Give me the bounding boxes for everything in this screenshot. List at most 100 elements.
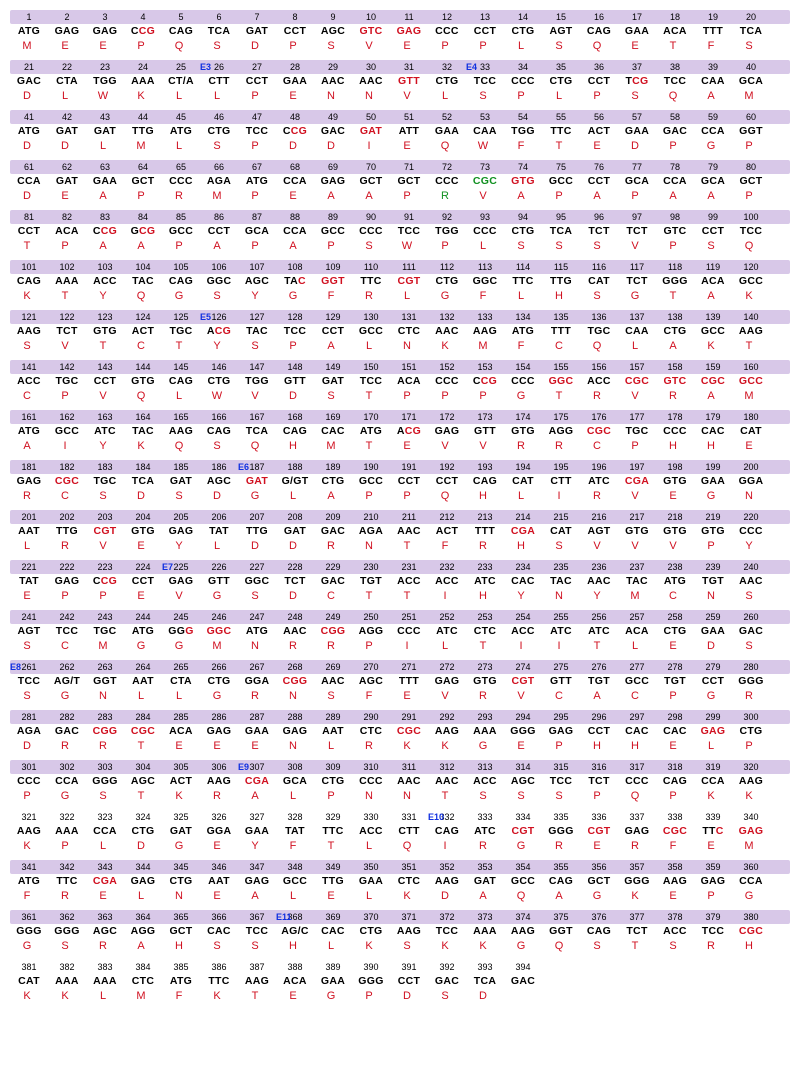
codon: ATC [580, 474, 618, 488]
codon: TCC [656, 74, 694, 88]
position-number: 310 [352, 760, 390, 775]
codon: CCT [580, 174, 618, 188]
codon: AAA [466, 924, 504, 938]
codon: CCT [580, 724, 618, 738]
amino-acid: K [10, 989, 48, 1003]
codon: TCC [48, 624, 86, 638]
codon: TGG [428, 224, 466, 238]
amino-acid: E [48, 189, 86, 203]
amino-acid: E [314, 889, 352, 903]
position-number: 215 [542, 510, 580, 525]
position-number: 282 [48, 710, 86, 725]
codon: TTC [48, 874, 86, 888]
codon: TCC [542, 774, 580, 788]
position-number: 302 [48, 760, 86, 775]
position-number: 190 [352, 460, 390, 475]
position-number: 67 [238, 160, 276, 175]
amino-acid: E [504, 739, 542, 753]
position-number: 360 [732, 860, 770, 875]
amino-acid: R [238, 689, 276, 703]
amino-acid: H [656, 439, 694, 453]
amino-acid: S [466, 89, 504, 103]
codon: CAG [162, 24, 200, 38]
amino-acid: N [162, 889, 200, 903]
amino-acid: G [504, 939, 542, 953]
codon: GGG [656, 274, 694, 288]
amino-acid: V [86, 539, 124, 553]
codon: AAC [732, 574, 770, 588]
codon: GAG [390, 24, 428, 38]
codon: AGT [542, 24, 580, 38]
position-number: 175 [542, 410, 580, 425]
position-number: 161 [10, 410, 48, 425]
position-number: 344 [124, 860, 162, 875]
position-number: 164 [124, 410, 162, 425]
amino-acid: A [314, 489, 352, 503]
position-number: 269 [314, 660, 352, 675]
amino-acid: P [48, 589, 86, 603]
position-number: 369 [314, 910, 352, 925]
codon: GTT [390, 74, 428, 88]
position-number: 278 [656, 660, 694, 675]
codon: CTG [428, 274, 466, 288]
position-number: 386 [200, 960, 238, 975]
position-number: 362 [48, 910, 86, 925]
position-number: 80 [732, 160, 770, 175]
codon: CCC [428, 24, 466, 38]
codon: GTC [656, 374, 694, 388]
amino-acid: S [314, 389, 352, 403]
codon: AAC [428, 774, 466, 788]
amino-acid: P [504, 89, 542, 103]
amino-acid-row: EPPEVGSDCTTIHYNYMCNS [10, 588, 790, 604]
position-number: 43 [86, 110, 124, 125]
amino-acid: T [238, 989, 276, 1003]
codon: CCT [390, 474, 428, 488]
amino-acid: G [276, 289, 314, 303]
codon: GCC [504, 874, 542, 888]
codon-row: GGGGGGAGCAGGGCTCACTCCAG/CCACCTGAAGTCCAAA… [10, 924, 790, 938]
amino-acid: Q [428, 139, 466, 153]
codon: CAG [276, 424, 314, 438]
amino-acid: H [276, 439, 314, 453]
amino-acid: A [466, 889, 504, 903]
codon: TGG [504, 124, 542, 138]
amino-acid: L [162, 139, 200, 153]
codon: CCC [428, 374, 466, 388]
amino-acid: E [618, 39, 656, 53]
position-number: 177 [618, 410, 656, 425]
codon-row-group: 4142434445464748495051525354555657585960… [10, 110, 790, 154]
position-number: 214 [504, 510, 542, 525]
codon: CCT [86, 374, 124, 388]
codon: TCC [428, 924, 466, 938]
codon: CAG [466, 474, 504, 488]
codon: AGC [504, 774, 542, 788]
amino-acid: R [732, 689, 770, 703]
position-number: 319 [694, 760, 732, 775]
amino-acid: S [580, 289, 618, 303]
amino-acid: G [200, 589, 238, 603]
amino-acid: N [352, 539, 390, 553]
codon: TCC [466, 74, 504, 88]
codon: GAA [618, 124, 656, 138]
position-number: 102 [48, 260, 86, 275]
amino-acid: R [86, 939, 124, 953]
codon: CGA [504, 524, 542, 538]
amino-acid: K [124, 89, 162, 103]
codon: GGG [542, 824, 580, 838]
codon: GAT [314, 374, 352, 388]
codon: GGG [10, 924, 48, 938]
position-number: 271 [390, 660, 428, 675]
position-number: 128 [276, 310, 314, 325]
position-number: 381 [10, 960, 48, 975]
position-number: 326 [200, 810, 238, 825]
codon: TAC [124, 424, 162, 438]
codon: TCA [542, 224, 580, 238]
position-number: 345 [162, 860, 200, 875]
position-number: 84 [124, 210, 162, 225]
position-number: 206 [200, 510, 238, 525]
amino-acid: H [542, 289, 580, 303]
codon: AAG [200, 774, 238, 788]
codon: CAC [618, 724, 656, 738]
amino-acid: C [542, 689, 580, 703]
amino-acid: T [732, 339, 770, 353]
